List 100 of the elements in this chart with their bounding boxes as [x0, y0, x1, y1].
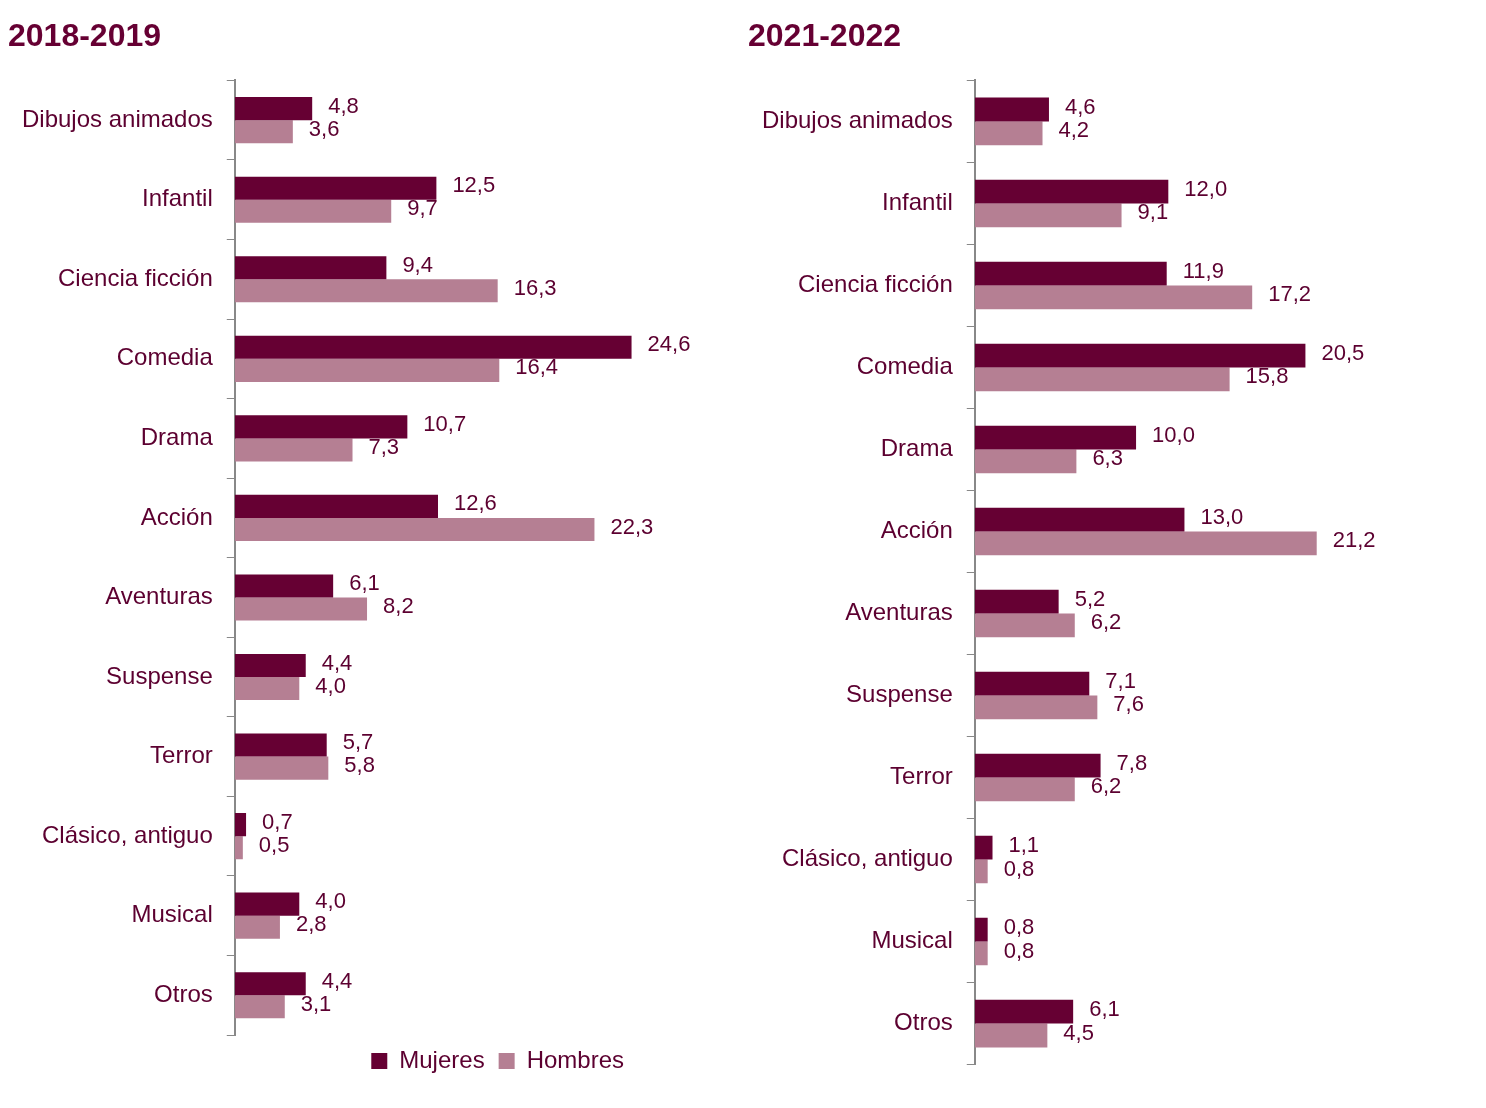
legend-label: Mujeres — [399, 1045, 485, 1073]
bar — [974, 97, 1049, 122]
chart-title: 2021-2022 — [748, 17, 902, 54]
bar — [234, 279, 498, 303]
bar — [974, 425, 1137, 450]
y-tick-label: Infantil — [142, 184, 213, 212]
data-label: 6,2 — [1090, 609, 1122, 635]
bar — [234, 120, 293, 144]
bar — [974, 203, 1122, 228]
y-tick-label: Aventuras — [105, 582, 213, 610]
bar — [234, 415, 408, 439]
data-label: 3,6 — [308, 115, 340, 141]
data-label: 7,6 — [1113, 691, 1144, 717]
data-label: 7,8 — [1116, 749, 1148, 775]
bar — [234, 597, 368, 621]
data-label: 22,3 — [610, 513, 654, 539]
data-label: 12,0 — [1184, 175, 1228, 201]
data-label: 20,5 — [1321, 339, 1365, 365]
data-label: 16,4 — [515, 354, 559, 380]
bar — [974, 835, 993, 860]
bar — [234, 199, 392, 223]
data-label: 9,4 — [402, 251, 433, 277]
y-tick-label: Musical — [871, 926, 953, 954]
y-tick-label: Infantil — [882, 188, 953, 216]
data-label: 1,1 — [1008, 831, 1040, 857]
data-label: 10,7 — [423, 410, 467, 436]
data-label: 7,1 — [1105, 667, 1136, 693]
y-tick-label: Comedia — [856, 352, 954, 380]
bar — [234, 176, 437, 200]
y-tick-label: Otros — [154, 979, 213, 1007]
data-label: 0,5 — [258, 831, 290, 857]
bar — [974, 999, 1074, 1024]
y-tick-label: Aventuras — [845, 598, 953, 626]
data-label: 4,2 — [1058, 117, 1090, 143]
bar — [234, 574, 334, 598]
bar — [234, 97, 313, 121]
y-tick-label: Clásico, antiguo — [782, 844, 953, 872]
bar — [974, 613, 1075, 638]
data-label: 0,8 — [1003, 913, 1035, 939]
bar — [974, 941, 988, 966]
data-label: 12,6 — [454, 490, 497, 516]
bar — [974, 589, 1059, 614]
data-label: 5,8 — [344, 752, 375, 778]
data-label: 5,7 — [342, 729, 374, 755]
bar — [234, 756, 329, 780]
data-label: 12,5 — [452, 172, 496, 198]
y-tick-label: Dibujos animados — [21, 104, 213, 132]
chart-title: 2018-2019 — [8, 17, 162, 54]
data-label: 4,4 — [321, 967, 353, 993]
data-label: 6,3 — [1092, 445, 1123, 471]
data-label: 8,2 — [383, 593, 414, 619]
data-label: 2,8 — [295, 911, 327, 937]
bar — [234, 438, 353, 462]
data-label: 4,5 — [1063, 1019, 1094, 1045]
data-label: 11,9 — [1182, 257, 1224, 283]
data-label: 4,0 — [315, 672, 346, 698]
data-label: 10,0 — [1152, 421, 1195, 447]
y-tick-label: Musical — [131, 900, 213, 928]
bar — [234, 494, 438, 518]
bar — [974, 261, 1167, 286]
bar — [974, 121, 1043, 146]
data-label: 13,0 — [1200, 503, 1244, 529]
bar — [974, 777, 1075, 802]
y-tick-label: Otros — [894, 1008, 953, 1036]
data-label: 21,2 — [1332, 527, 1376, 553]
bar — [974, 449, 1077, 474]
data-label: 3,1 — [300, 990, 332, 1016]
bar — [974, 507, 1185, 532]
y-tick-label: Ciencia ficción — [798, 270, 953, 298]
bar — [974, 753, 1101, 778]
y-tick-label: Suspense — [846, 680, 953, 708]
data-label: 0,8 — [1003, 937, 1035, 963]
data-label: 4,6 — [1064, 93, 1096, 119]
y-tick-label: Drama — [880, 434, 954, 462]
bar — [234, 677, 300, 701]
data-label: 9,7 — [407, 195, 438, 221]
data-label: 6,1 — [349, 570, 380, 595]
bar — [974, 859, 988, 884]
data-label: 24,6 — [647, 331, 691, 357]
bar — [234, 335, 632, 359]
y-tick-label: Terror — [890, 762, 953, 790]
bar — [234, 972, 306, 996]
y-tick-label: Comedia — [116, 343, 214, 371]
data-label: 6,1 — [1089, 995, 1120, 1021]
data-label: 17,2 — [1268, 281, 1312, 307]
data-label: 0,8 — [1003, 855, 1035, 881]
y-tick-label: Acción — [880, 516, 953, 544]
bar — [974, 695, 1098, 720]
bar — [234, 653, 306, 678]
bar — [974, 367, 1230, 392]
y-tick-label: Acción — [140, 502, 213, 530]
data-label: 9,1 — [1137, 199, 1169, 225]
bar — [974, 1023, 1048, 1048]
legend-label: Hombres — [526, 1045, 624, 1073]
y-tick-label: Drama — [140, 423, 214, 450]
bar — [234, 892, 300, 916]
data-label: 6,2 — [1090, 773, 1122, 799]
data-label: 7,3 — [368, 433, 400, 459]
data-label: 4,4 — [321, 649, 353, 675]
y-tick-label: Terror — [150, 741, 213, 769]
